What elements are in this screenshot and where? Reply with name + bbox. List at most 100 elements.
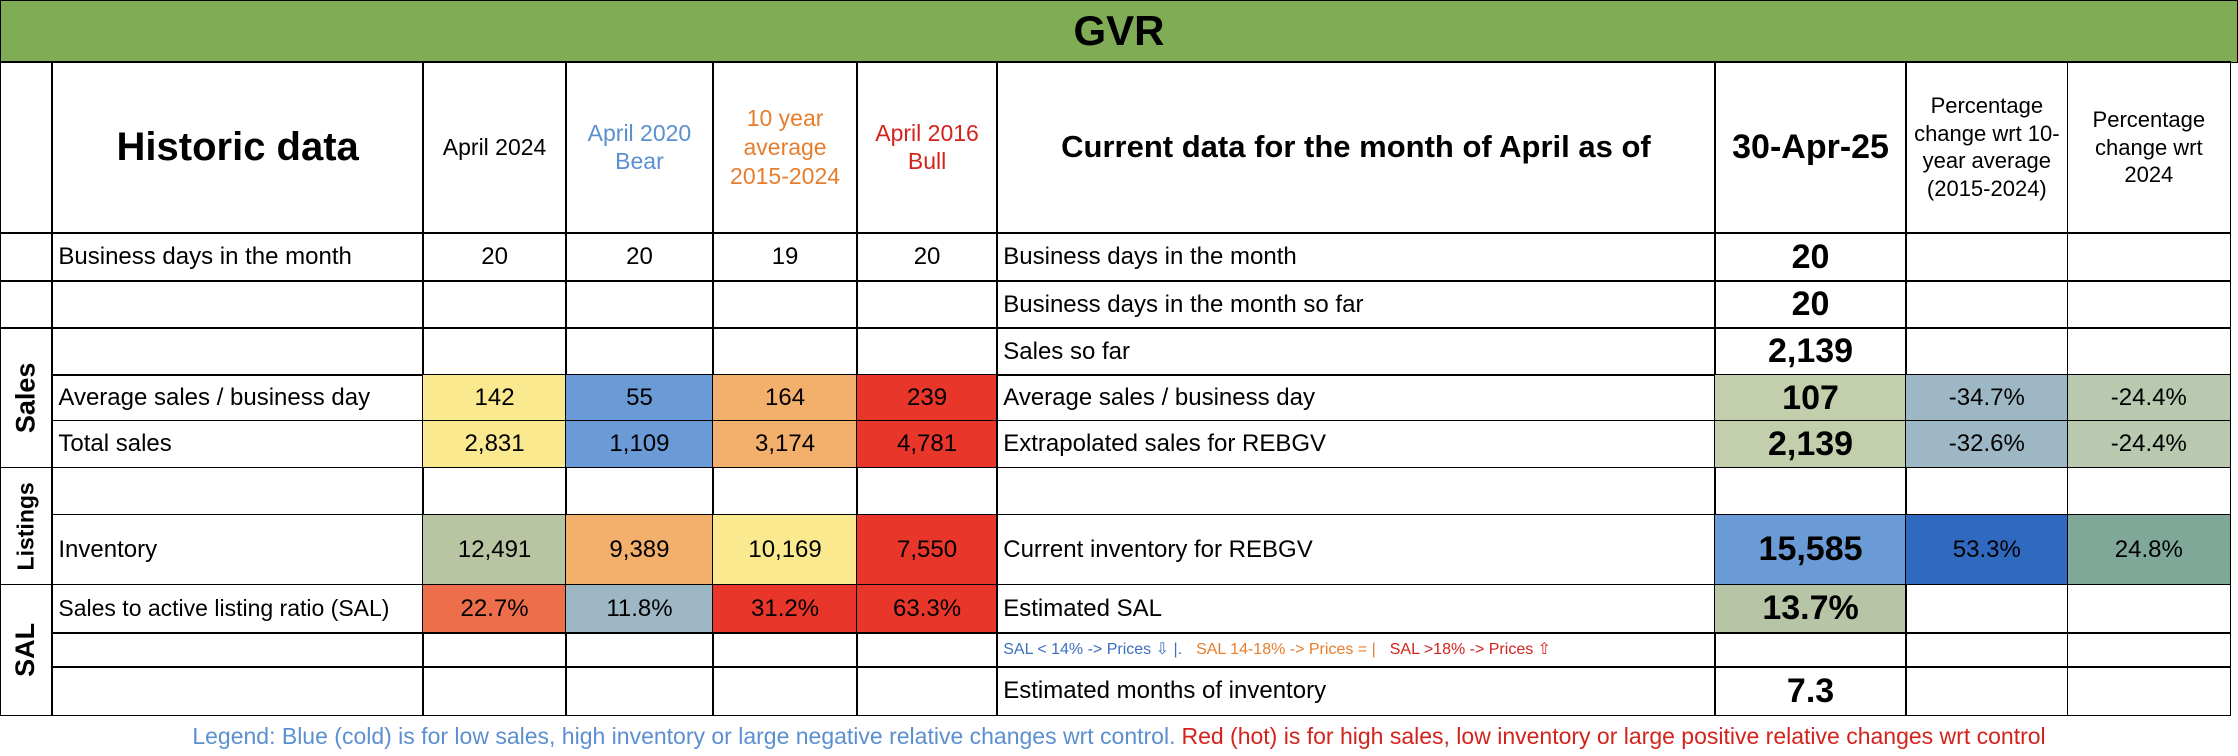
value-cell: 12,491	[422, 513, 567, 586]
value-cell	[856, 632, 998, 668]
group-text: SAL	[10, 622, 41, 677]
value-cell: 20	[1714, 232, 1907, 282]
value-cell: 55	[565, 374, 714, 422]
group-label: Sales	[0, 327, 53, 469]
column-header: 10 year average 2015-2024	[712, 61, 858, 234]
value-cell	[1905, 327, 2069, 376]
value-cell: 13.7%	[1714, 583, 1907, 634]
value-cell: 107	[1714, 374, 1907, 422]
value-cell	[712, 466, 858, 516]
value-cell: 53.3%	[1905, 513, 2069, 586]
value-cell	[1905, 632, 2069, 668]
value-cell: 63.3%	[856, 583, 998, 634]
value-cell: 3,174	[712, 420, 858, 469]
row-label: Business days in the month	[996, 232, 1716, 282]
value-cell	[422, 280, 567, 329]
value-cell: -24.4%	[2066, 374, 2231, 422]
title-bar: GVR	[0, 0, 2238, 63]
row-label: Total sales	[51, 420, 424, 469]
value-cell: 20	[1714, 280, 1907, 329]
value-cell: 10,169	[712, 513, 858, 586]
value-cell	[856, 280, 998, 329]
value-cell	[1905, 466, 2069, 516]
legend: Legend: Blue (cold) is for low sales, hi…	[0, 717, 2238, 756]
row-label: Business days in the month	[51, 232, 424, 282]
value-cell	[712, 666, 858, 717]
row-label: Sales so far	[996, 327, 1716, 376]
historic-header: Historic data	[51, 61, 424, 234]
row-label	[51, 327, 424, 376]
header-blank	[0, 61, 53, 234]
column-header: April 2020 Bear	[565, 61, 714, 234]
group-text: Listings	[13, 481, 40, 571]
value-cell: 164	[712, 374, 858, 422]
row-label: Estimated months of inventory	[996, 666, 1716, 717]
row-label: Extrapolated sales for REBGV	[996, 420, 1716, 469]
value-cell	[565, 280, 714, 329]
value-cell: 11.8%	[565, 583, 714, 634]
value-cell: -34.7%	[1905, 374, 2069, 422]
row-label: Inventory	[51, 513, 424, 586]
value-cell: 2,831	[422, 420, 567, 469]
value-cell	[1905, 280, 2069, 329]
value-cell: 2,139	[1714, 327, 1907, 376]
value-cell: 1,109	[565, 420, 714, 469]
value-cell	[856, 666, 998, 717]
row-label: Sales to active listing ratio (SAL)	[51, 583, 424, 634]
value-cell: 4,781	[856, 420, 998, 469]
value-cell	[1714, 632, 1907, 668]
row-label	[51, 632, 424, 668]
pct-header: Percentage change wrt 2024	[2066, 61, 2231, 234]
value-cell: -24.4%	[2066, 420, 2231, 469]
row-label: Average sales / business day	[51, 374, 424, 422]
value-cell: 2,139	[1714, 420, 1907, 469]
date-header: 30-Apr-25	[1714, 61, 1907, 234]
value-cell: 22.7%	[422, 583, 567, 634]
current-header: Current data for the month of April as o…	[996, 61, 1716, 234]
column-header: April 2016 Bull	[856, 61, 998, 234]
sal-note: SAL >18% -> Prices ⇧	[1389, 640, 1552, 658]
value-cell	[2066, 327, 2231, 376]
row-label: Business days in the month so far	[996, 280, 1716, 329]
pct-header: Percentage change wrt 10-year average (2…	[1905, 61, 2069, 234]
legend-text: Legend: Blue (cold) is for low sales, hi…	[192, 723, 1176, 749]
value-cell	[1905, 583, 2069, 634]
value-cell	[422, 327, 567, 376]
group-blank	[0, 280, 53, 329]
row-label: SAL < 14% -> Prices ⇩ |. SAL 14-18% -> Pr…	[996, 632, 1716, 668]
value-cell	[712, 327, 858, 376]
group-blank	[0, 232, 53, 282]
value-cell	[856, 327, 998, 376]
value-cell	[712, 632, 858, 668]
sal-note: SAL 14-18% -> Prices = |	[1196, 640, 1376, 658]
value-cell	[565, 632, 714, 668]
value-cell: 24.8%	[2066, 513, 2231, 586]
value-cell	[1905, 232, 2069, 282]
value-cell	[422, 466, 567, 516]
value-cell	[565, 466, 714, 516]
value-cell	[2066, 632, 2231, 668]
value-cell: -32.6%	[1905, 420, 2069, 469]
row-label: Average sales / business day	[996, 374, 1716, 422]
value-cell: 15,585	[1714, 513, 1907, 586]
legend-text: Red (hot) is for high sales, low invento…	[1181, 723, 2046, 749]
value-cell	[1905, 666, 2069, 717]
sal-note: SAL < 14% -> Prices ⇩ |.	[1003, 640, 1183, 658]
value-cell	[2066, 232, 2231, 282]
group-text: Sales	[10, 362, 41, 434]
value-cell: 239	[856, 374, 998, 422]
value-cell: 7,550	[856, 513, 998, 586]
value-cell	[2066, 666, 2231, 717]
value-cell	[2066, 583, 2231, 634]
value-cell	[422, 632, 567, 668]
value-cell	[2066, 280, 2231, 329]
value-cell	[712, 280, 858, 329]
value-cell: 7.3	[1714, 666, 1907, 717]
value-cell: 20	[565, 232, 714, 282]
value-cell	[1714, 466, 1907, 516]
value-cell: 31.2%	[712, 583, 858, 634]
value-cell	[2066, 466, 2231, 516]
value-cell: 19	[712, 232, 858, 282]
group-label: Listings	[0, 466, 53, 586]
